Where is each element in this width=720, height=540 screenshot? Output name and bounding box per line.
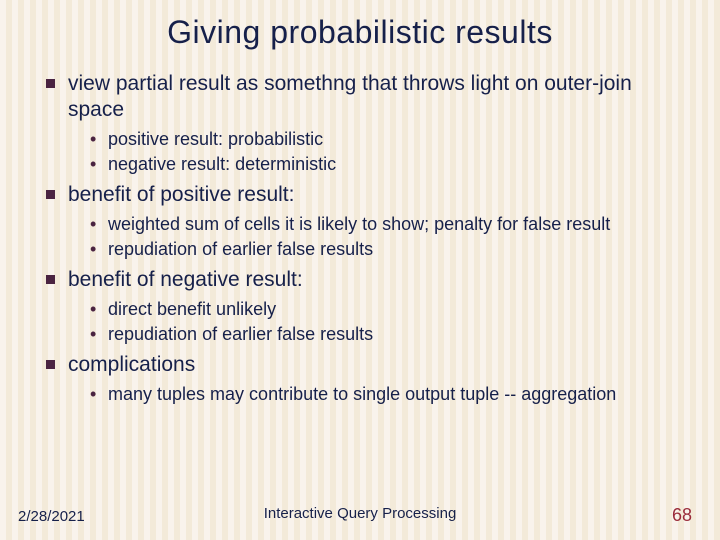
sub-list: positive result: probabilistic negative …	[68, 128, 692, 177]
sub-list: many tuples may contribute to single out…	[68, 383, 692, 406]
sub-item: positive result: probabilistic	[90, 128, 692, 151]
bullet-text: view partial result as somethng that thr…	[68, 72, 632, 121]
sub-item: direct benefit unlikely	[90, 298, 692, 321]
bullet-text: benefit of positive result:	[68, 183, 294, 206]
sub-item: repudiation of earlier false results	[90, 238, 692, 261]
slide: Giving probabilistic results view partia…	[0, 0, 720, 540]
footer-title: Interactive Query Processing	[264, 505, 457, 522]
footer: 2/28/2021 Interactive Query Processing 6…	[0, 505, 720, 526]
sub-list: weighted sum of cells it is likely to sh…	[68, 213, 692, 262]
bullet-text: complications	[68, 353, 195, 376]
list-item: benefit of negative result: direct benef…	[46, 267, 692, 346]
sub-item: repudiation of earlier false results	[90, 323, 692, 346]
list-item: benefit of positive result: weighted sum…	[46, 182, 692, 261]
sub-list: direct benefit unlikely repudiation of e…	[68, 298, 692, 347]
bullet-text: benefit of negative result:	[68, 268, 303, 291]
list-item: complications many tuples may contribute…	[46, 352, 692, 406]
slide-title: Giving probabilistic results	[28, 14, 692, 51]
sub-item: negative result: deterministic	[90, 153, 692, 176]
list-item: view partial result as somethng that thr…	[46, 71, 692, 176]
sub-item: many tuples may contribute to single out…	[90, 383, 692, 406]
bullet-list: view partial result as somethng that thr…	[28, 71, 692, 406]
footer-date: 2/28/2021	[18, 508, 85, 525]
page-number: 68	[672, 505, 692, 526]
sub-item: weighted sum of cells it is likely to sh…	[90, 213, 692, 236]
